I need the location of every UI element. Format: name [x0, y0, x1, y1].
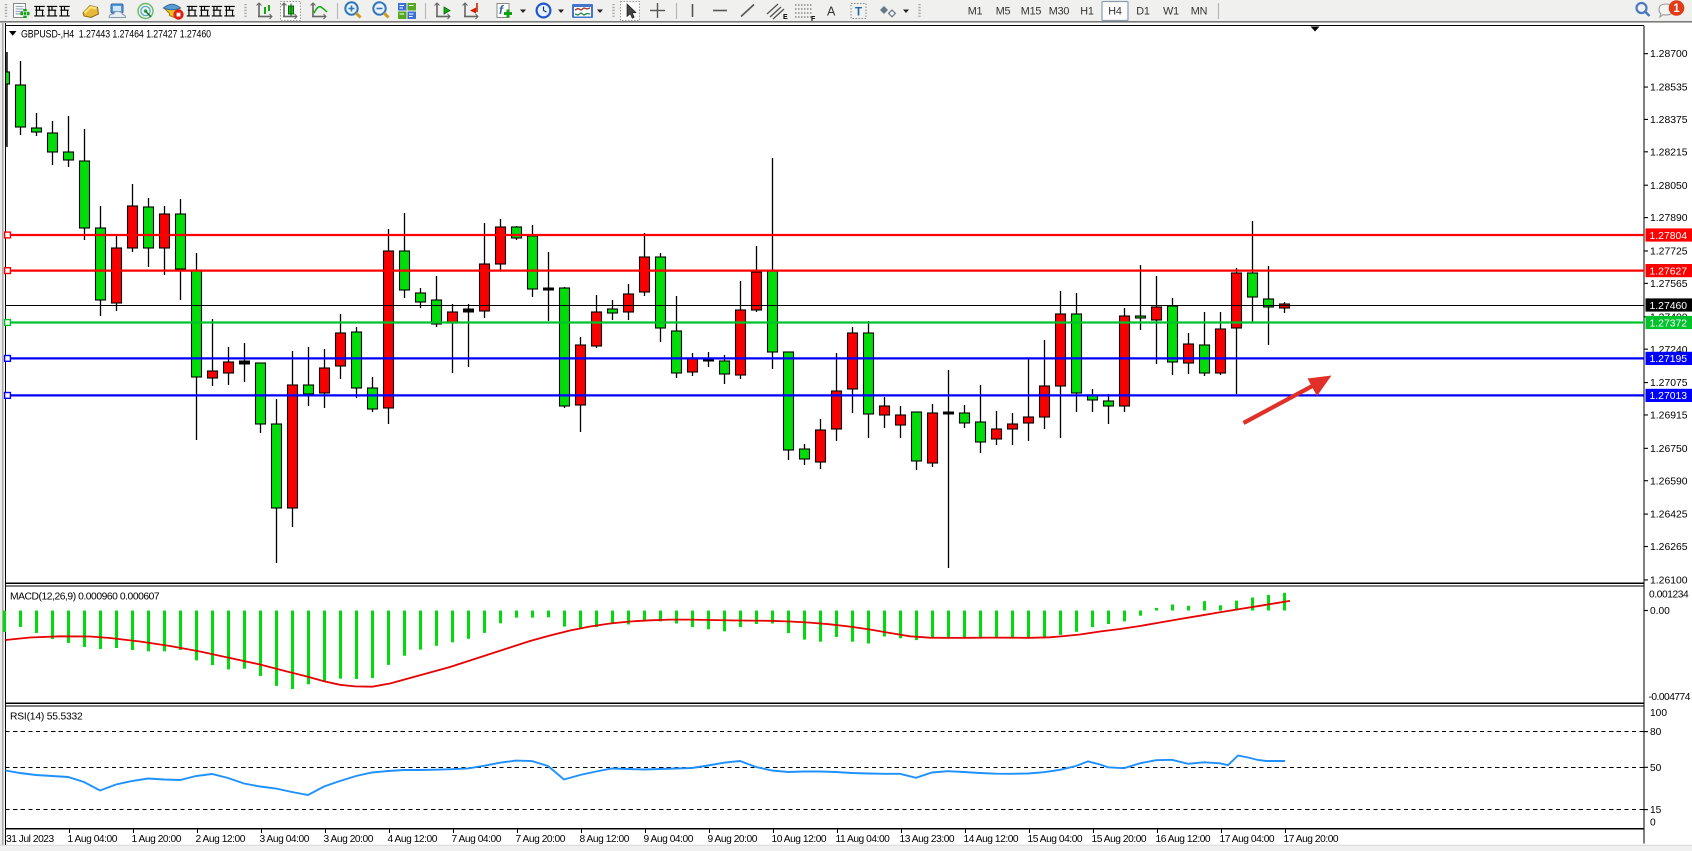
svg-text:M30: M30	[1049, 6, 1070, 18]
svg-text:17 Aug 20:00: 17 Aug 20:00	[1284, 834, 1339, 845]
svg-text:1.26750: 1.26750	[1650, 444, 1688, 455]
svg-text:f: f	[499, 3, 504, 17]
svg-text:E: E	[783, 14, 788, 21]
svg-text:1: 1	[1673, 3, 1680, 15]
svg-text:3 Aug 20:00: 3 Aug 20:00	[324, 834, 374, 845]
svg-text:H4: H4	[1108, 6, 1122, 18]
svg-text:-0.004774: -0.004774	[1649, 692, 1691, 703]
svg-text:D1: D1	[1136, 6, 1150, 18]
svg-text:1.27565: 1.27565	[1650, 279, 1688, 290]
svg-text:13 Aug 23:00: 13 Aug 23:00	[900, 834, 955, 845]
svg-text:1.27890: 1.27890	[1650, 213, 1688, 224]
svg-text:F: F	[811, 16, 816, 23]
svg-text:3 Aug 04:00: 3 Aug 04:00	[260, 834, 310, 845]
svg-text:MN: MN	[1191, 6, 1207, 18]
svg-text:1.27240: 1.27240	[1650, 345, 1688, 356]
svg-text:9 Aug 04:00: 9 Aug 04:00	[644, 834, 694, 845]
svg-text:1.27725: 1.27725	[1650, 247, 1688, 258]
svg-text:1.27804: 1.27804	[1650, 231, 1688, 242]
svg-text:1.27195: 1.27195	[1650, 354, 1688, 365]
svg-text:GBPUSD-,H4 1.27443 1.27464 1.: GBPUSD-,H4 1.27443 1.27464 1.27427 1.274…	[21, 29, 211, 41]
svg-text:17 Aug 04:00: 17 Aug 04:00	[1220, 834, 1275, 845]
svg-text:1.27075: 1.27075	[1650, 378, 1688, 389]
svg-text:15 Aug 04:00: 15 Aug 04:00	[1028, 834, 1083, 845]
svg-text:H1: H1	[1080, 6, 1094, 18]
svg-text:8 Aug 12:00: 8 Aug 12:00	[580, 834, 630, 845]
svg-text:7 Aug 04:00: 7 Aug 04:00	[452, 834, 502, 845]
svg-text:80: 80	[1650, 727, 1662, 738]
svg-text:1.26915: 1.26915	[1650, 411, 1688, 422]
svg-text:9 Aug 20:00: 9 Aug 20:00	[708, 834, 758, 845]
svg-text:1.27013: 1.27013	[1650, 391, 1688, 402]
svg-text:1.26265: 1.26265	[1650, 542, 1688, 553]
svg-text:0.00: 0.00	[1650, 606, 1670, 617]
svg-text:1.28215: 1.28215	[1650, 147, 1688, 158]
svg-text:1.27627: 1.27627	[1650, 266, 1688, 277]
svg-text:50: 50	[1650, 763, 1662, 774]
svg-text:1 Aug 20:00: 1 Aug 20:00	[132, 834, 182, 845]
svg-text:15: 15	[1650, 805, 1662, 816]
svg-text:1.26425: 1.26425	[1650, 510, 1688, 521]
svg-text:4 Aug 12:00: 4 Aug 12:00	[388, 834, 438, 845]
svg-text:11 Aug 04:00: 11 Aug 04:00	[836, 834, 891, 845]
svg-text:M5: M5	[996, 6, 1011, 18]
svg-text:1.28535: 1.28535	[1650, 83, 1688, 94]
svg-text:2 Aug 12:00: 2 Aug 12:00	[196, 834, 246, 845]
svg-text:31 Jul 2023: 31 Jul 2023	[6, 834, 55, 845]
svg-text:1.27460: 1.27460	[1650, 301, 1688, 312]
svg-text:100: 100	[1650, 708, 1667, 719]
svg-text:7 Aug 20:00: 7 Aug 20:00	[516, 834, 566, 845]
svg-text:0: 0	[1650, 817, 1656, 828]
svg-text:10 Aug 12:00: 10 Aug 12:00	[772, 834, 827, 845]
svg-text:1.28700: 1.28700	[1650, 49, 1688, 60]
svg-text:W1: W1	[1163, 6, 1179, 18]
svg-text:14 Aug 12:00: 14 Aug 12:00	[964, 834, 1019, 845]
svg-text:M1: M1	[968, 6, 983, 18]
svg-text:MACD(12,26,9) 0.000960 0.00060: MACD(12,26,9) 0.000960 0.000607	[10, 592, 160, 603]
svg-text:1.28050: 1.28050	[1650, 181, 1688, 192]
svg-text:1 Aug 04:00: 1 Aug 04:00	[68, 834, 118, 845]
svg-text:1.26590: 1.26590	[1650, 476, 1688, 487]
svg-text:M15: M15	[1021, 6, 1042, 18]
svg-text:0.001234: 0.001234	[1649, 590, 1689, 601]
svg-text:1.27372: 1.27372	[1650, 318, 1688, 329]
svg-text:16 Aug 12:00: 16 Aug 12:00	[1156, 834, 1211, 845]
svg-text:RSI(14) 55.5332: RSI(14) 55.5332	[10, 711, 83, 722]
svg-text:1.28375: 1.28375	[1650, 115, 1688, 126]
svg-text:1.26100: 1.26100	[1650, 576, 1688, 587]
svg-text:T: T	[855, 7, 862, 19]
svg-text:15 Aug 20:00: 15 Aug 20:00	[1092, 834, 1147, 845]
svg-text:A: A	[827, 5, 836, 19]
